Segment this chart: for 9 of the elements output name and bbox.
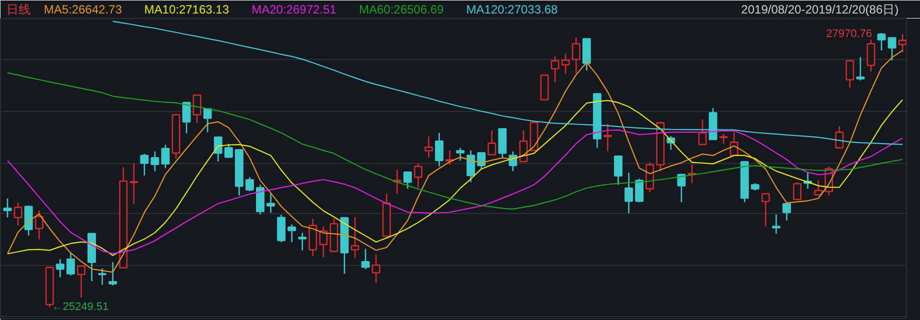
text: MA10:27163.13 <box>144 2 230 16</box>
chart-subtitle: 2019/08/20-2019/12/20(86日) <box>741 2 899 16</box>
text: MA60:26506.69 <box>358 2 444 16</box>
chart-title: 日线 <box>6 2 30 16</box>
text: MA5:26642.73 <box>44 2 122 16</box>
text: MA120:27033.68 <box>466 2 558 16</box>
text: MA20:26972.51 <box>252 2 337 16</box>
annotation: 27970.76 <box>826 28 872 40</box>
annotation: ←25249.51 <box>52 301 109 314</box>
